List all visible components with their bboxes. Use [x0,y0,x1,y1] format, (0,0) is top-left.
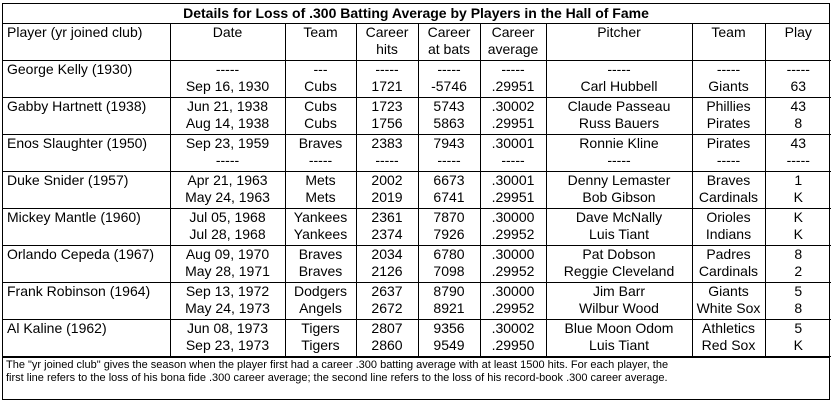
header-team: Team [284,24,357,61]
cell-date: Apr 21, 1963 May 24, 1963 [169,171,286,209]
cell-pitcher: Blue Moon Odom Luis Tiant [545,319,693,357]
cell-date: Jun 08, 1973 Sep 23, 1973 [169,319,286,357]
cell-pitcher-team: Pirates ----- [691,134,766,172]
cell-pitcher-team: Padres Cardinals [691,245,766,283]
cell-career-at-bats: 7943 ----- [417,134,481,172]
cell-player: Frank Robinson (1964) [3,282,171,320]
header-pitcher: Pitcher [545,24,693,61]
table-row: Mickey Mantle (1960) Jul 05, 1968 Jul 28, … [3,208,831,246]
table-title: Details for Loss of .300 Batting Average… [3,4,829,24]
cell-team: Braves ----- [284,134,357,172]
cell-career-average: .30000.29952 [479,208,547,246]
cell-date: Aug 09, 1970 May 28, 1971 [169,245,286,283]
cell-player: Gabby Hartnett (1938) [3,97,171,135]
cell-team: Mets Mets [284,171,357,209]
table-row: Enos Slaughter (1950) Sep 23, 1959 ----- Br… [3,134,831,172]
table-row: Orlando Cepeda (1967) Aug 09, 1970 May 28,… [3,245,831,283]
cell-play: 43 8 [764,97,831,135]
header-play: Play [764,24,831,61]
cell-career-hits: 1723 1756 [355,97,419,135]
cell-pitcher: Pat Dobson Reggie Cleveland [545,245,693,283]
table-row: Frank Robinson (1964) Sep 13, 1972 May 24,… [3,282,831,320]
cell-pitcher-team: Giants White Sox [691,282,766,320]
cell-career-average: .30001 ----- [479,134,547,172]
table-row: Al Kaline (1962) Jun 08, 1973 Sep 23, 1973… [3,319,831,357]
cell-pitcher: Claude Passeau Russ Bauers [545,97,693,135]
cell-player: George Kelly (1930) [3,60,171,98]
cell-date: Jul 05, 1968 Jul 28, 1968 [169,208,286,246]
cell-date: Sep 23, 1959 ----- [169,134,286,172]
cell-player: Mickey Mantle (1960) [3,208,171,246]
cell-career-hits: 2637 2672 [355,282,419,320]
cell-date: Jun 21, 1938 Aug 14, 1938 [169,97,286,135]
cell-team: Cubs Cubs [284,97,357,135]
footnote-line: first line refers to the loss of his bon… [6,372,668,384]
footnote: The "yr joined club" gives the season wh… [3,357,829,385]
cell-pitcher: Ronnie Kline ----- [545,134,693,172]
cell-player: Al Kaline (1962) [3,319,171,357]
cell-date: ----- Sep 16, 1930 [169,60,286,98]
cell-team: Braves Braves [284,245,357,283]
cell-pitcher-team: ----- Giants [691,60,766,98]
header-player: Player (yr joined club) [3,24,171,61]
cell-career-at-bats: 8790 8921 [417,282,481,320]
cell-career-average: ----- .29951 [479,60,547,98]
header-career-at-bats: Career at bats [417,24,481,61]
cell-pitcher: Denny Lemaster Bob Gibson [545,171,693,209]
table-row: George Kelly (1930) ----- Sep 16, 1930 --- C… [3,60,831,98]
cell-team: --- Cubs [284,60,357,98]
cell-career-average: .30001.29951 [479,171,547,209]
details-table-sheet: Details for Loss of .300 Batting Average… [2,3,831,400]
cell-career-hits: 2002 2019 [355,171,419,209]
cell-career-average: .30000.29952 [479,245,547,283]
cell-pitcher-team: Braves Cardinals [691,171,766,209]
table-row: Gabby Hartnett (1938) Jun 21, 1938 Aug 14,… [3,97,831,135]
cell-pitcher: Dave McNally Luis Tiant [545,208,693,246]
header-date: Date [169,24,286,61]
cell-career-at-bats: 9356 9549 [417,319,481,357]
cell-career-at-bats: ----- -5746 [417,60,481,98]
cell-team: Dodgers Angels [284,282,357,320]
cell-play: ----- 63 [764,60,831,98]
cell-pitcher-team: Orioles Indians [691,208,766,246]
header-career-hits: Career hits [355,24,419,61]
cell-career-hits: ----- 1721 [355,60,419,98]
cell-player: Orlando Cepeda (1967) [3,245,171,283]
header-career-average: Career average [479,24,547,61]
cell-team: Tigers Tigers [284,319,357,357]
table-row: Duke Snider (1957) Apr 21, 1963 May 24, 19… [3,171,831,209]
cell-player: Duke Snider (1957) [3,171,171,209]
cell-career-average: .30000.29952 [479,282,547,320]
header-row: Player (yr joined club) Date Team Career… [3,24,831,61]
cell-career-hits: 2383 ----- [355,134,419,172]
footnote-line: The "yr joined club" gives the season wh… [6,359,669,371]
cell-date: Sep 13, 1972 May 24, 1973 [169,282,286,320]
cell-pitcher-team: Phillies Pirates [691,97,766,135]
cell-career-at-bats: 7870 7926 [417,208,481,246]
cell-player: Enos Slaughter (1950) [3,134,171,172]
cell-play: 43 ----- [764,134,831,172]
cell-career-hits: 2034 2126 [355,245,419,283]
cell-career-average: .30002.29951 [479,97,547,135]
cell-pitcher: Jim Barr Wilbur Wood [545,282,693,320]
cell-team: Yankees Yankees [284,208,357,246]
cell-career-average: .30002.29950 [479,319,547,357]
cell-pitcher: ----- Carl Hubbell [545,60,693,98]
cell-career-hits: 2361 2374 [355,208,419,246]
cell-career-hits: 2807 2860 [355,319,419,357]
cell-pitcher-team: Athletics Red Sox [691,319,766,357]
hall-of-fame-table: Player (yr joined club) Date Team Career… [3,24,831,357]
header-pitcher-team: Team [691,24,766,61]
cell-career-at-bats: 6673 6741 [417,171,481,209]
cell-career-at-bats: 5743 5863 [417,97,481,135]
cell-career-at-bats: 6780 7098 [417,245,481,283]
